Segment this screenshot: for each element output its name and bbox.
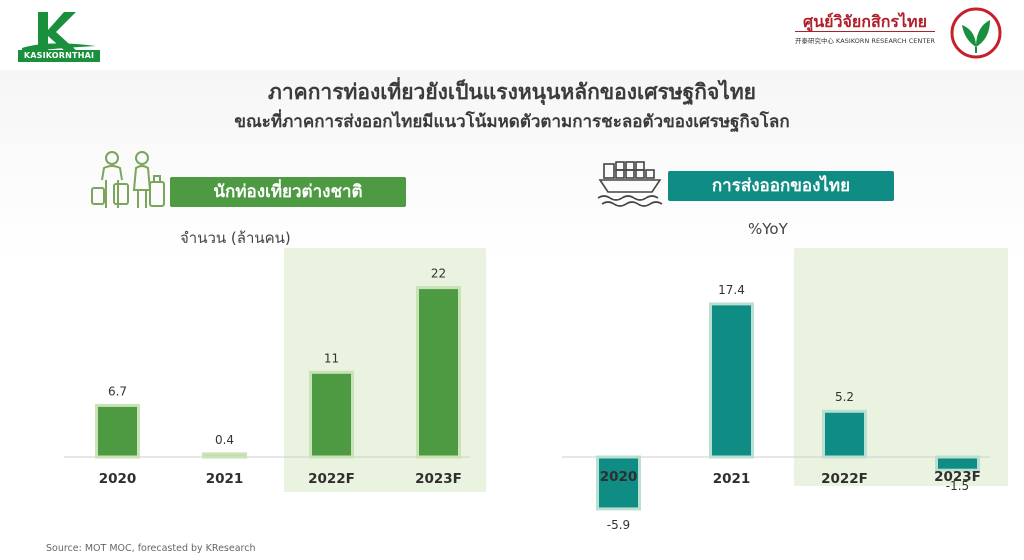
export-value-label-2020: -5.9 [607, 518, 630, 532]
export-chart-title: การส่งออกของไทย [668, 171, 894, 201]
export-bar-2021 [709, 302, 754, 459]
tourism-value-label-2023F: 22 [431, 267, 446, 281]
source-note: Source: MOT MOC, forecasted by KResearch [46, 543, 256, 554]
tourism-bar-2022F [309, 370, 354, 459]
kbank-emblem-icon [950, 7, 1002, 59]
export-value-label-2021: 17.4 [718, 283, 745, 297]
tourism-value-label-2021: 0.4 [215, 433, 234, 447]
logo-right-divider [795, 31, 935, 32]
tourism-bar-2020 [95, 403, 140, 459]
tourism-value-label-2020: 6.7 [108, 384, 127, 398]
tourism-category-2022F: 2022F [308, 471, 355, 487]
tourism-chart-title: นักท่องเที่ยวต่างชาติ [170, 177, 406, 207]
travelers-icon [91, 151, 165, 208]
tourism-bar-2023F [416, 286, 461, 459]
page-subtitle: ขณะที่ภาคการส่งออกไทยมีแนวโน้มหดตัวตามกา… [234, 112, 790, 132]
export-y-label: %YoY [748, 220, 788, 238]
export-category-2020: 2020 [600, 469, 638, 485]
export-category-2021: 2021 [713, 471, 751, 487]
tourism-category-2020: 2020 [99, 471, 137, 487]
logo-right-title: ศูนย์วิจัยกสิกรไทย [803, 12, 927, 31]
export-bar-2022F [822, 409, 867, 459]
export-value-label-2022F: 5.2 [835, 390, 854, 404]
export-value-label-2023F: -1.5 [946, 479, 969, 493]
export-category-2022F: 2022F [821, 471, 868, 487]
cargo-ship-icon [597, 161, 663, 207]
page-title: ภาคการท่องเที่ยวยังเป็นแรงหนุนหลักของเศร… [268, 80, 756, 104]
tourism-y-label: จำนวน (ล้านคน) [180, 229, 291, 247]
logo-left-text: KASIKORNTHAI [18, 50, 100, 62]
tourism-category-2021: 2021 [206, 471, 244, 487]
logo-right-subtitle: 开泰研究中心 KASIKORN RESEARCH CENTER [794, 37, 936, 45]
export-bar-2020 [596, 455, 641, 511]
tourism-category-2023F: 2023F [415, 471, 462, 487]
export-bar-2023F [935, 455, 980, 472]
tourism-bar-2021 [202, 452, 247, 459]
background-wave [0, 70, 1024, 260]
export-category-2023F: 2023F [934, 469, 981, 485]
tourism-value-label-2022F: 11 [324, 351, 339, 365]
kasikorn-logo-icon [22, 12, 96, 52]
